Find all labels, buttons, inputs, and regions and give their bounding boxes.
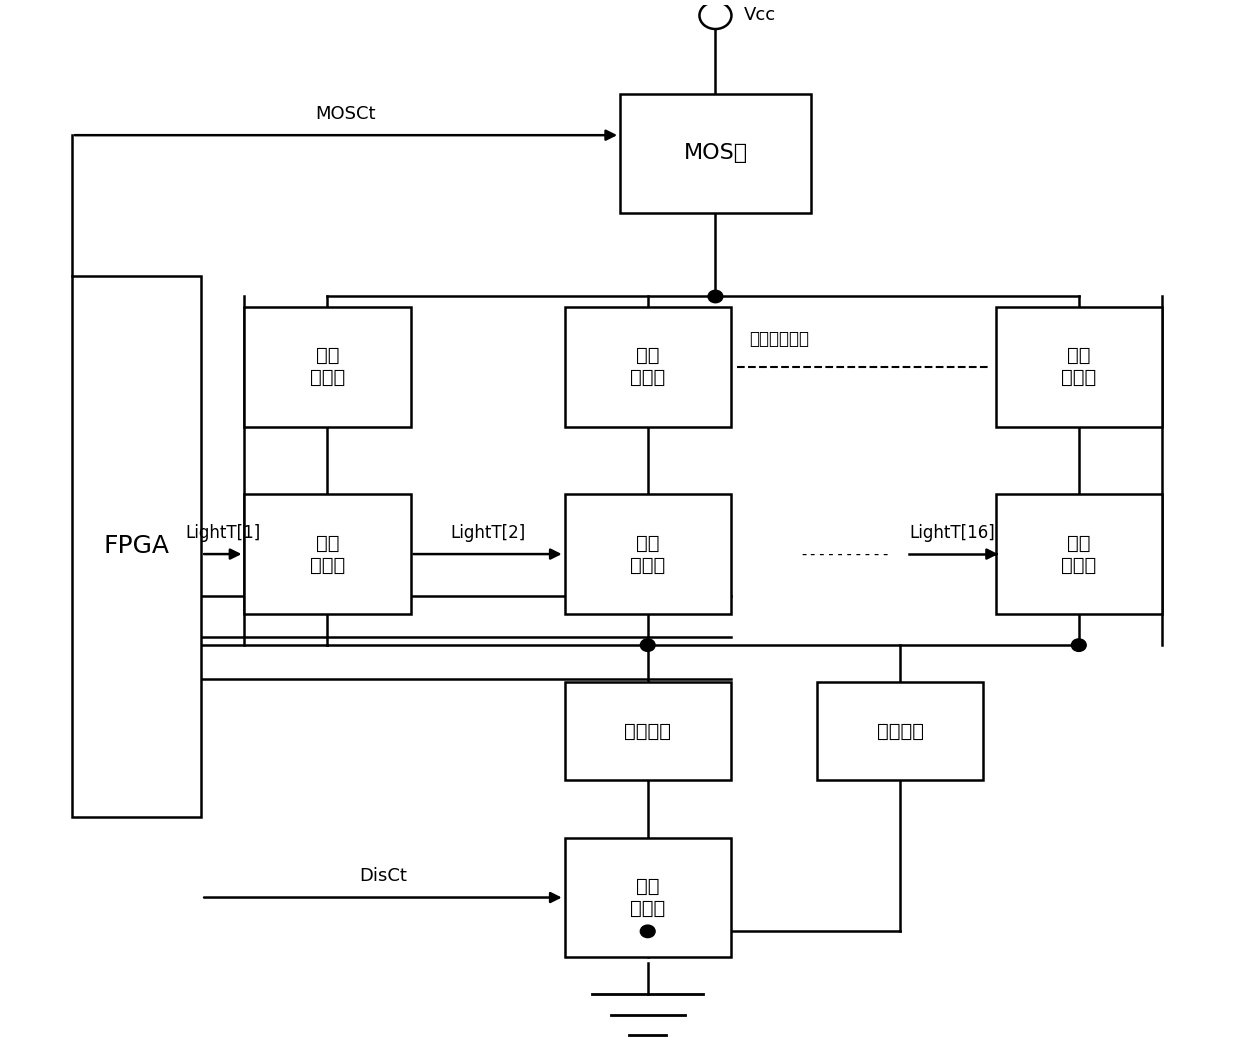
Text: 导通
三极管: 导通 三极管: [1061, 533, 1096, 574]
Bar: [564, 307, 730, 426]
Text: 红外
发射管: 红外 发射管: [310, 346, 345, 387]
Bar: [817, 681, 983, 780]
Text: FPGA: FPGA: [104, 534, 170, 559]
Bar: [996, 307, 1162, 426]
Text: LightT[16]: LightT[16]: [910, 524, 996, 542]
Bar: [564, 495, 730, 614]
Text: ----------: ----------: [799, 547, 890, 562]
Text: DisCt: DisCt: [358, 867, 407, 885]
Bar: [996, 495, 1162, 614]
Text: LightT[2]: LightT[2]: [450, 524, 526, 542]
Text: 红外
发射管: 红外 发射管: [630, 346, 666, 387]
Text: MOS管: MOS管: [683, 144, 748, 164]
Text: LightT[1]: LightT[1]: [185, 524, 260, 542]
Bar: [72, 276, 201, 817]
Circle shape: [640, 925, 655, 938]
Text: 红外
发射管: 红外 发射管: [1061, 346, 1096, 387]
Bar: [244, 307, 410, 426]
Text: MOSCt: MOSCt: [316, 105, 376, 123]
Text: 近端电阻: 近端电阻: [877, 721, 924, 740]
Bar: [620, 93, 811, 213]
Bar: [244, 495, 410, 614]
Text: 距离
三极管: 距离 三极管: [630, 877, 666, 918]
Text: 导通
三极管: 导通 三极管: [630, 533, 666, 574]
Bar: [564, 681, 730, 780]
Bar: [564, 838, 730, 958]
Circle shape: [1071, 638, 1086, 651]
Circle shape: [640, 638, 655, 651]
Text: 远端电阻: 远端电阻: [624, 721, 671, 740]
Text: Vcc: Vcc: [744, 6, 776, 24]
Text: 十六路发射管: 十六路发射管: [749, 330, 810, 348]
Text: 导通
三极管: 导通 三极管: [310, 533, 345, 574]
Circle shape: [708, 290, 723, 302]
